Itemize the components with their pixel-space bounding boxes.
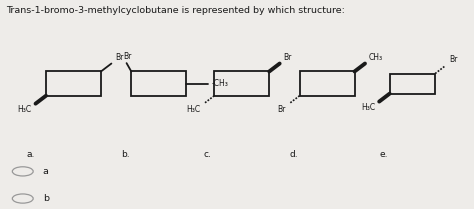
Text: a.: a. xyxy=(26,150,35,159)
Text: -CH₃: -CH₃ xyxy=(211,79,228,88)
Text: Br: Br xyxy=(283,53,292,62)
Text: Br: Br xyxy=(277,105,285,114)
Bar xyxy=(214,71,269,96)
Text: a: a xyxy=(43,167,48,176)
Text: H₃C: H₃C xyxy=(18,105,32,114)
Text: b: b xyxy=(43,194,49,203)
Text: Trans-1-bromo-3-methylcyclobutane is represented by which structure:: Trans-1-bromo-3-methylcyclobutane is rep… xyxy=(6,6,345,15)
Text: H₃C: H₃C xyxy=(361,103,375,112)
Text: H₃C: H₃C xyxy=(186,105,200,114)
Text: Br: Br xyxy=(123,52,131,61)
Text: b.: b. xyxy=(121,150,129,159)
Bar xyxy=(46,71,101,96)
Text: d.: d. xyxy=(289,150,298,159)
Bar xyxy=(300,71,355,96)
Text: Br: Br xyxy=(115,53,124,62)
Text: e.: e. xyxy=(379,150,388,159)
Text: c.: c. xyxy=(204,150,212,159)
Text: Br: Br xyxy=(449,55,458,64)
Bar xyxy=(131,71,186,96)
Bar xyxy=(390,74,435,94)
Text: CH₃: CH₃ xyxy=(369,53,383,62)
